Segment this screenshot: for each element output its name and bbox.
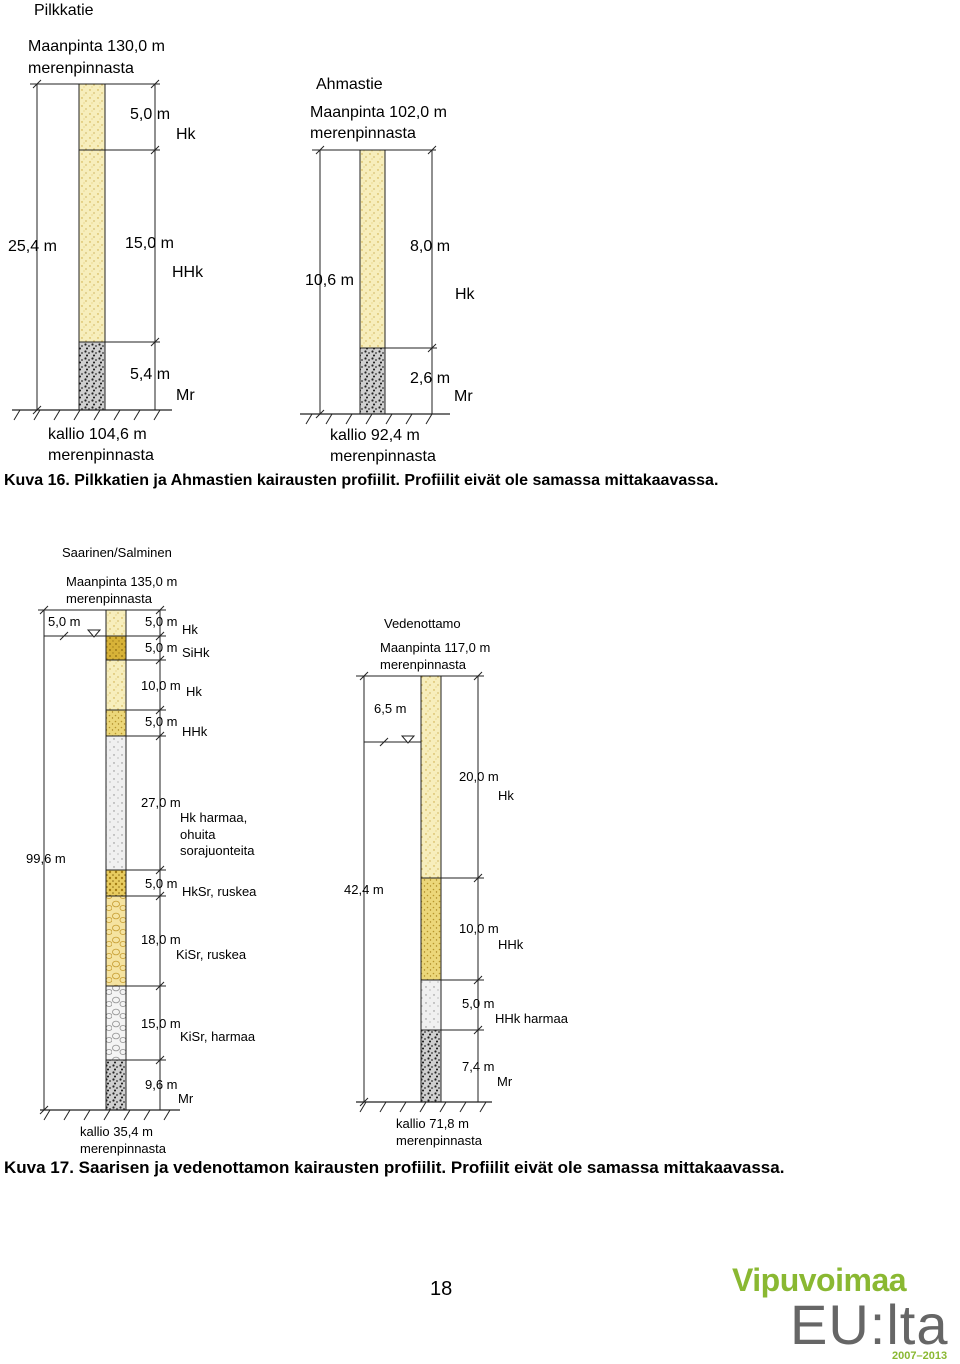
profile-ahmastie xyxy=(300,145,450,425)
pilkkatie-layer3-soil: Mr xyxy=(176,387,195,404)
saarinen-surface: Maanpinta 135,0 m xyxy=(66,574,178,589)
saarinen-bedrock: kallio 35,4 m xyxy=(80,1124,153,1139)
ahmastie-bedrock: kallio 92,4 m xyxy=(330,427,420,444)
saarinen-layer5-soil: Hk harmaa, xyxy=(180,810,248,825)
logo-line-2: EU:lta xyxy=(790,1293,949,1356)
pilkkatie-surface: Maanpinta 130,0 m xyxy=(28,38,165,55)
pilkkatie-layer2-soil: HHk xyxy=(172,264,204,281)
ahmastie-layer1-thickness: 8,0 m xyxy=(410,238,451,255)
ahmastie-layer2-soil: Mr xyxy=(454,388,473,405)
saarinen-bedrock-2: merenpinnasta xyxy=(80,1141,166,1156)
vedenottamo-total-depth: 42,4 m xyxy=(344,882,384,897)
pilkkatie-layer3-thickness: 5,4 m xyxy=(130,366,171,383)
saarinen-layer3-soil: Hk xyxy=(186,684,202,699)
vedenottamo-surface-2: merenpinnasta xyxy=(380,657,466,672)
layer-hksr xyxy=(105,869,127,897)
layer-kisr-gray xyxy=(105,985,127,1061)
saarinen-water-depth: 5,0 m xyxy=(48,614,81,629)
layer-mr xyxy=(78,341,106,411)
saarinen-layer1-thickness: 5,0 m xyxy=(145,614,178,629)
pilkkatie-bedrock: kallio 104,6 m xyxy=(48,426,147,443)
pilkkatie-surface-2: merenpinnasta xyxy=(28,60,134,77)
ahmastie-title: Ahmastie xyxy=(316,76,383,93)
layer-hk-2 xyxy=(105,659,127,711)
logo-years: 2007–2013 xyxy=(892,1350,948,1362)
vedenottamo-layer4-soil: Mr xyxy=(497,1074,513,1089)
layer-hhk-gray xyxy=(420,979,442,1031)
saarinen-layer2-soil: SiHk xyxy=(182,645,210,660)
saarinen-layer5-thickness: 27,0 m xyxy=(141,795,181,810)
vedenottamo-title: Vedenottamo xyxy=(384,616,461,631)
saarinen-layer5-soil-2: ohuita xyxy=(180,827,216,842)
ahmastie-layer1-soil: Hk xyxy=(455,286,475,303)
ahmastie-surface-2: merenpinnasta xyxy=(310,125,416,142)
saarinen-layer5-soil-3: sorajuonteita xyxy=(180,843,255,858)
figure16-caption: Kuva 16. Pilkkatien ja Ahmastien kairaus… xyxy=(4,472,719,489)
saarinen-layer7-thickness: 18,0 m xyxy=(141,932,181,947)
vedenottamo-layer2-thickness: 10,0 m xyxy=(459,921,499,936)
layer-sihk xyxy=(105,635,127,661)
pilkkatie-bedrock-2: merenpinnasta xyxy=(48,447,154,464)
pilkkatie-layer1-thickness: 5,0 m xyxy=(130,106,171,123)
saarinen-layer8-thickness: 15,0 m xyxy=(141,1016,181,1031)
saarinen-layer2-thickness: 5,0 m xyxy=(145,640,178,655)
pilkkatie-title: Pilkkatie xyxy=(34,2,94,19)
layer-hhk xyxy=(78,149,106,343)
ahmastie-layer2-thickness: 2,6 m xyxy=(410,370,451,387)
layer-hk xyxy=(359,149,386,349)
vedenottamo-surface: Maanpinta 117,0 m xyxy=(380,640,491,655)
vedenottamo-layer1-thickness: 20,0 m xyxy=(459,769,499,784)
vedenottamo-layer1-soil: Hk xyxy=(498,788,514,803)
saarinen-layer6-thickness: 5,0 m xyxy=(145,876,178,891)
ahmastie-surface: Maanpinta 102,0 m xyxy=(310,104,447,121)
saarinen-layer4-soil: HHk xyxy=(182,724,208,739)
saarinen-title: Saarinen/Salminen xyxy=(62,545,172,560)
layer-hhk xyxy=(105,709,127,737)
figure17-caption: Kuva 17. Saarisen ja vedenottamon kairau… xyxy=(4,1158,785,1177)
layer-kisr-brown xyxy=(105,895,127,987)
profile-vedenottamo xyxy=(356,671,492,1113)
saarinen-layer1-soil: Hk xyxy=(182,622,198,637)
profile-saarinen xyxy=(38,605,180,1121)
profile-pilkkatie xyxy=(12,79,172,421)
layer-mr xyxy=(359,347,386,415)
saarinen-layer9-thickness: 9,6 m xyxy=(145,1077,178,1092)
layer-mr xyxy=(105,1059,127,1111)
saarinen-layer6-soil: HkSr, ruskea xyxy=(182,884,257,899)
saarinen-layer4-thickness: 5,0 m xyxy=(145,714,178,729)
saarinen-surface-2: merenpinnasta xyxy=(66,591,152,606)
layer-hk-1 xyxy=(105,609,127,637)
layer-hk xyxy=(78,83,106,151)
saarinen-layer3-thickness: 10,0 m xyxy=(141,678,181,693)
vedenottamo-layer4-thickness: 7,4 m xyxy=(462,1059,495,1074)
saarinen-layer8-soil: KiSr, harmaa xyxy=(180,1029,256,1044)
vedenottamo-layer3-soil: HHk harmaa xyxy=(495,1011,568,1026)
page-number: 18 xyxy=(430,1278,453,1300)
vedenottamo-bedrock-2: merenpinnasta xyxy=(396,1133,482,1148)
vedenottamo-bedrock: kallio 71,8 m xyxy=(396,1116,469,1131)
saarinen-layer9-soil: Mr xyxy=(178,1091,194,1106)
vedenottamo-layer2-soil: HHk xyxy=(498,937,524,952)
vedenottamo-water-depth: 6,5 m xyxy=(374,701,407,716)
saarinen-total-depth: 99,6 m xyxy=(26,851,66,866)
layer-mr xyxy=(420,1029,442,1103)
layer-hhk xyxy=(420,877,442,981)
ahmastie-bedrock-2: merenpinnasta xyxy=(330,448,436,465)
pilkkatie-layer2-thickness: 15,0 m xyxy=(125,235,174,252)
layer-hk-gray xyxy=(105,735,127,871)
saarinen-layer7-soil: KiSr, ruskea xyxy=(176,947,247,962)
logo-line-1: Vipuvoimaa xyxy=(732,1262,907,1298)
ahmastie-total-depth: 10,6 m xyxy=(305,272,354,289)
vedenottamo-layer3-thickness: 5,0 m xyxy=(462,996,495,1011)
pilkkatie-layer1-soil: Hk xyxy=(176,126,196,143)
layer-hk xyxy=(420,675,442,879)
pilkkatie-total-depth: 25,4 m xyxy=(8,238,57,255)
